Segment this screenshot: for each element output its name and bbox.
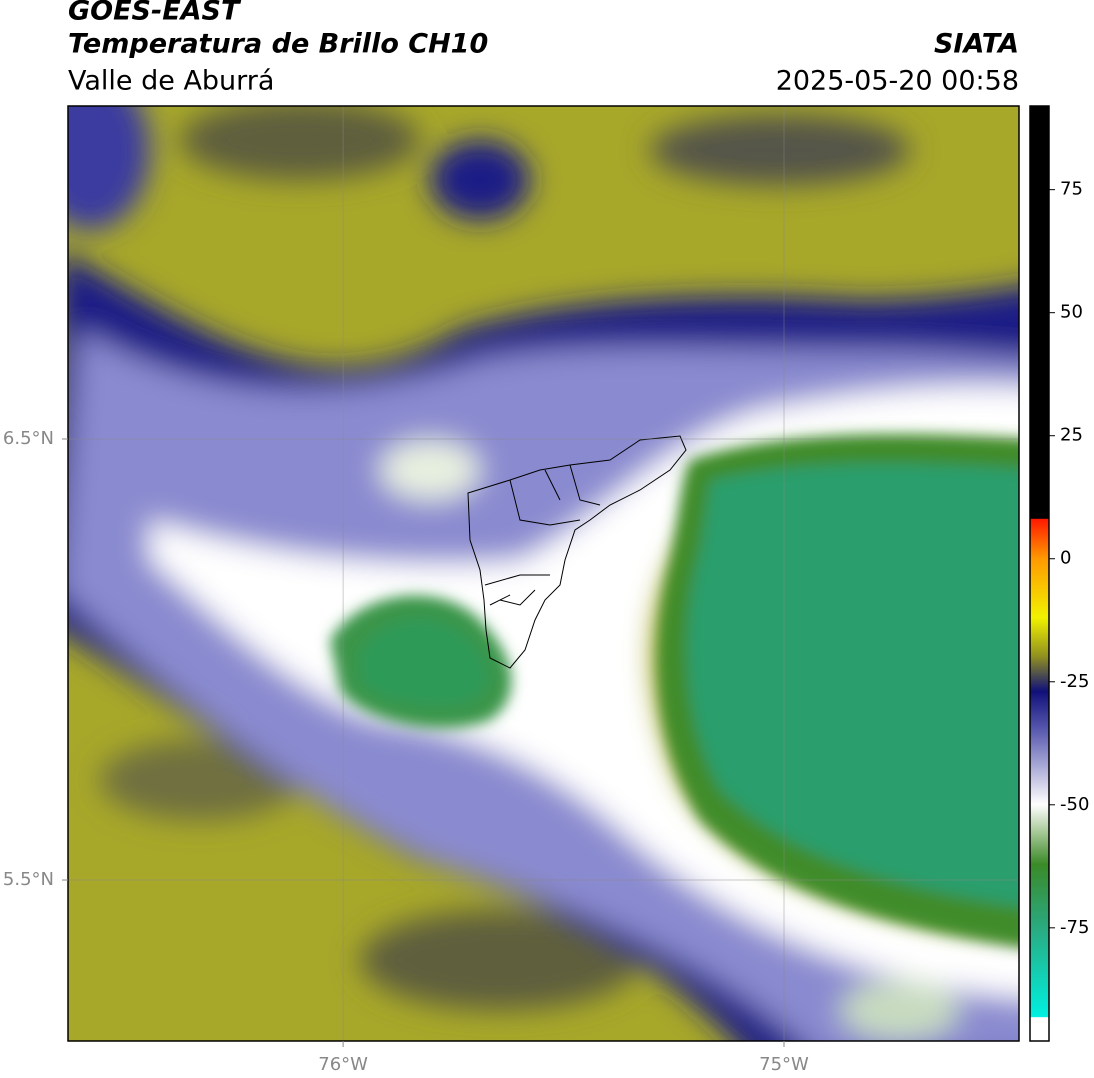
x-tick-label: 76°W (318, 1054, 368, 1075)
region: Valle de Aburrá (68, 66, 274, 97)
colorbar-tick-label: -50 (1060, 794, 1089, 815)
colorbar-tick-label: 50 (1060, 302, 1083, 323)
subtitle: Temperatura de Brillo CH10 (68, 29, 488, 60)
map-frame (67, 105, 1020, 1042)
colorbar (1029, 105, 1050, 1042)
x-tick-label: 75°W (759, 1054, 809, 1075)
colorbar-tick-label: 25 (1060, 425, 1083, 446)
colorbar-tick-label: -75 (1060, 917, 1089, 938)
colorbar-tick-label: -25 (1060, 671, 1089, 692)
municipal-boundaries (467, 435, 687, 669)
agency: SIATA (934, 29, 1019, 60)
datetime: 2025-05-20 00:58 (776, 66, 1019, 97)
colorbar-tick-label: 75 (1060, 179, 1083, 200)
colorbar-tick-label: 0 (1060, 548, 1071, 569)
satellite-field (68, 106, 1019, 1041)
y-tick-label: 6.5°N (3, 428, 54, 449)
title: GOES-EAST (68, 0, 242, 27)
y-tick-label: 5.5°N (3, 869, 54, 890)
